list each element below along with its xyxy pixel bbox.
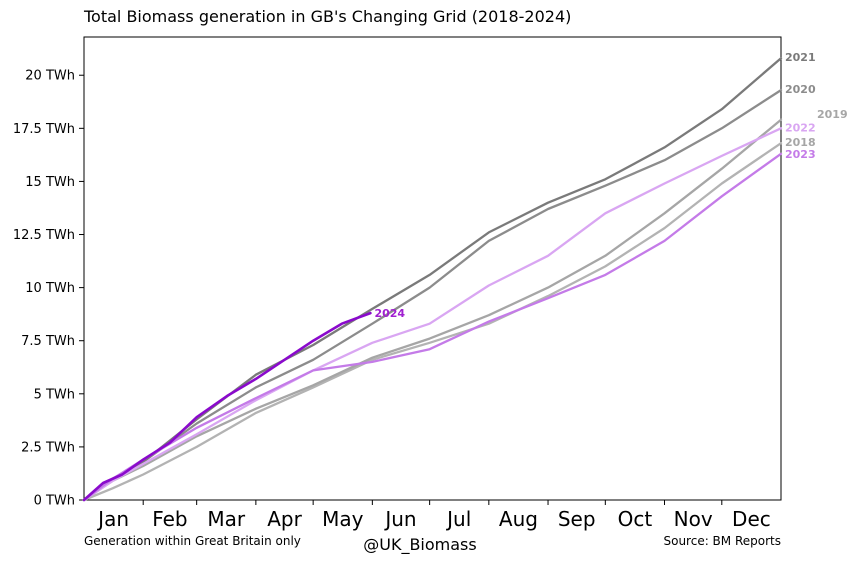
footer-handle: @UK_Biomass bbox=[363, 535, 476, 555]
y-tick-label: 20 TWh bbox=[25, 69, 75, 84]
y-tick-label: 15 TWh bbox=[25, 175, 75, 190]
y-tick-label: 5 TWh bbox=[34, 387, 75, 402]
x-tick-label: Oct bbox=[618, 507, 653, 531]
x-axis: Jan Feb Mar Apr May Jun Jul Aug Sep Oct Nov Dec bbox=[96, 500, 771, 531]
series-line-2023 bbox=[82, 152, 783, 502]
x-tick-label: Apr bbox=[267, 507, 302, 531]
x-tick-label: Jul bbox=[445, 507, 471, 531]
x-tick-label: Feb bbox=[152, 507, 187, 531]
x-tick-label: Jan bbox=[96, 507, 129, 531]
x-tick-label: Nov bbox=[674, 507, 713, 531]
y-tick-label: 12.5 TWh bbox=[13, 228, 75, 243]
y-tick-label: 0 TWh bbox=[34, 494, 75, 509]
series-label-2023: 2023 bbox=[785, 148, 816, 161]
x-tick-label: May bbox=[322, 507, 364, 531]
y-tick-label: 2.5 TWh bbox=[21, 440, 75, 455]
series-label-2019: 2019 bbox=[817, 108, 848, 121]
series-label-2022: 2022 bbox=[785, 121, 816, 134]
series-lines bbox=[82, 57, 783, 502]
series-label-2024: 2024 bbox=[374, 307, 405, 320]
footer-left-note: Generation within Great Britain only bbox=[84, 534, 301, 548]
y-tick-label: 17.5 TWh bbox=[13, 122, 75, 137]
x-tick-label: Aug bbox=[499, 507, 538, 531]
chart-title: Total Biomass generation in GB's Changin… bbox=[83, 7, 571, 26]
x-tick-label: Sep bbox=[558, 507, 596, 531]
series-line-2018 bbox=[82, 142, 783, 502]
series-line-2022 bbox=[82, 127, 783, 502]
series-label-2018: 2018 bbox=[785, 136, 816, 149]
series-line-2024 bbox=[82, 311, 372, 502]
plot-frame bbox=[83, 36, 782, 501]
series-line-2019 bbox=[82, 118, 783, 502]
y-axis: 0 TWh 2.5 TWh 5 TWh 7.5 TWh 10 TWh 12.5 TWh 15… bbox=[13, 69, 84, 509]
series-label-2020: 2020 bbox=[785, 83, 816, 96]
y-tick-label: 7.5 TWh bbox=[21, 334, 75, 349]
x-tick-label: Mar bbox=[207, 507, 246, 531]
x-tick-label: Dec bbox=[732, 507, 771, 531]
y-tick-label: 10 TWh bbox=[25, 281, 75, 296]
footer-source: Source: BM Reports bbox=[663, 534, 781, 548]
series-label-2021: 2021 bbox=[785, 51, 816, 64]
x-tick-label: Jun bbox=[383, 507, 416, 531]
